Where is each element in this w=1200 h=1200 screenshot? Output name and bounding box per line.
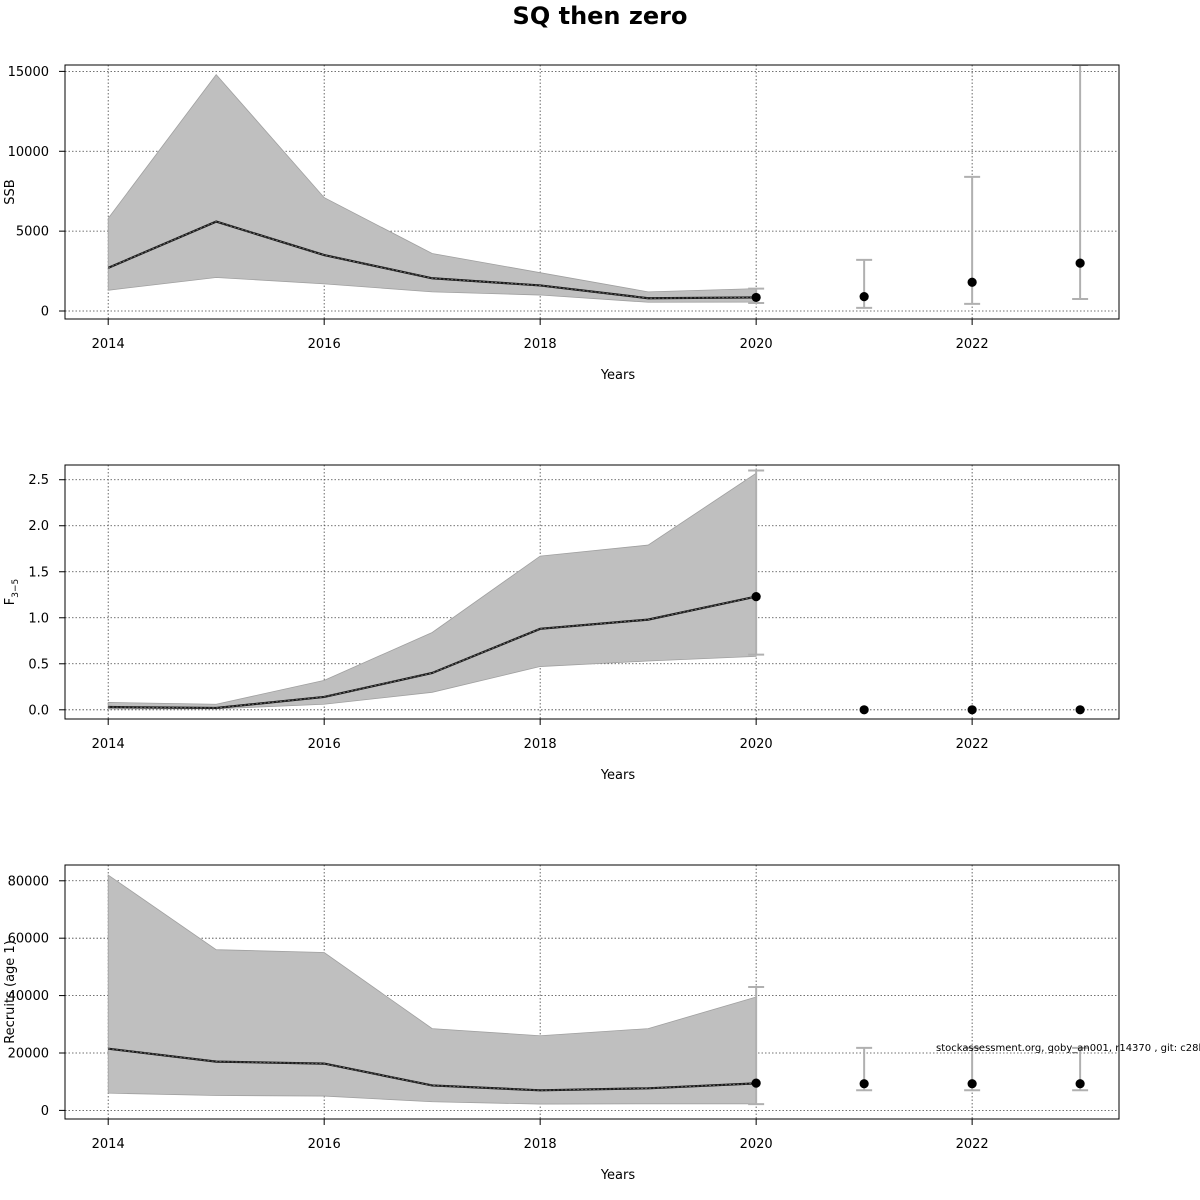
forecast-point <box>967 705 977 715</box>
y-tick-label: 60000 <box>8 932 49 947</box>
x-tick-label: 2016 <box>308 337 341 352</box>
forecast-point <box>859 1079 869 1089</box>
plot-area <box>107 469 765 710</box>
y-axis-label-subscript: 3−5 <box>11 579 21 598</box>
forecast-point <box>1075 1079 1085 1089</box>
credit-text: stockassessment.org, goby_an001, r14370 … <box>936 1043 1200 1054</box>
y-axis-label: F3−5 <box>3 579 21 605</box>
y-tick-label: 2.5 <box>28 473 49 488</box>
y-tick-label: 0.0 <box>28 703 49 718</box>
forecast-point <box>859 705 869 715</box>
y-axis-label-main: F <box>3 598 18 605</box>
y-tick-label: 40000 <box>8 989 49 1004</box>
estimate-line-overlay <box>108 221 757 299</box>
estimate-line-overlay <box>108 596 757 709</box>
forecast-point <box>967 277 977 287</box>
y-axis-label-main: SSB <box>3 179 18 204</box>
x-tick-label: 2022 <box>956 337 989 352</box>
axes-frame <box>64 464 1120 720</box>
panel-f: 2014 2016 2018 2020 2022 0.0 0.5 1.0 1.5 2.0 2.5 Ye… <box>3 464 1120 783</box>
x-axis-label: Years <box>600 368 636 383</box>
forecast-point <box>1075 258 1085 268</box>
forecast-point <box>751 292 761 303</box>
forecast-point <box>967 1079 977 1089</box>
y-tick-label: 1.5 <box>28 565 49 580</box>
y-tick-label: 2.0 <box>28 519 49 534</box>
y-tick-label: 20000 <box>8 1046 49 1061</box>
x-tick-label: 2016 <box>308 737 341 752</box>
panel-ssb: 2014 2016 2018 2020 2022 0 5000 10000 15000 Years… <box>3 64 1120 383</box>
panels: 2014 2016 2018 2020 2022 0 5000 10000 15000 Years… <box>3 64 1120 1183</box>
forecast-point <box>1075 705 1085 715</box>
x-tick-label: 2018 <box>524 1137 557 1152</box>
forecast-point <box>751 1078 761 1088</box>
y-tick-label: 0 <box>41 305 49 320</box>
x-tick-label: 2022 <box>956 737 989 752</box>
plot-area <box>107 874 1089 1106</box>
y-tick-label: 0 <box>41 1104 49 1119</box>
y-tick-label: 80000 <box>8 874 49 889</box>
x-tick-label: 2014 <box>92 337 125 352</box>
plot-area <box>107 65 1089 309</box>
confidence-band <box>107 874 757 1105</box>
x-tick-label: 2016 <box>308 1137 341 1152</box>
y-axis-label: Recruits (age 1) <box>3 940 18 1044</box>
x-tick-label: 2014 <box>92 737 125 752</box>
x-tick-label: 2020 <box>740 737 773 752</box>
x-tick-label: 2020 <box>740 337 773 352</box>
x-tick-label: 2014 <box>92 1137 125 1152</box>
confidence-band <box>107 73 757 303</box>
panel-rec: 2014 2016 2018 2020 2022 0 20000 40000 60000 8000… <box>3 864 1120 1183</box>
chart-title: SQ then zero <box>513 2 688 30</box>
y-tick-label: 5000 <box>16 225 49 240</box>
y-tick-label: 10000 <box>8 145 49 160</box>
x-tick-label: 2022 <box>956 1137 989 1152</box>
y-axis-label-main: Recruits (age 1) <box>3 940 18 1044</box>
y-tick-label: 15000 <box>8 65 49 80</box>
x-axis-label: Years <box>600 768 636 783</box>
estimate-line-overlay <box>108 1048 757 1091</box>
x-tick-label: 2020 <box>740 1137 773 1152</box>
y-tick-label: 0.5 <box>28 657 49 672</box>
axes-frame <box>64 64 1120 320</box>
y-tick-label: 1.0 <box>28 611 49 626</box>
y-axis-label: SSB <box>3 179 18 204</box>
confidence-band <box>107 472 757 710</box>
axes-frame <box>64 864 1120 1120</box>
x-tick-label: 2018 <box>524 737 557 752</box>
x-axis-label: Years <box>600 1168 636 1183</box>
forecast-point <box>859 292 869 302</box>
forecast-point <box>751 592 761 602</box>
x-tick-label: 2018 <box>524 337 557 352</box>
